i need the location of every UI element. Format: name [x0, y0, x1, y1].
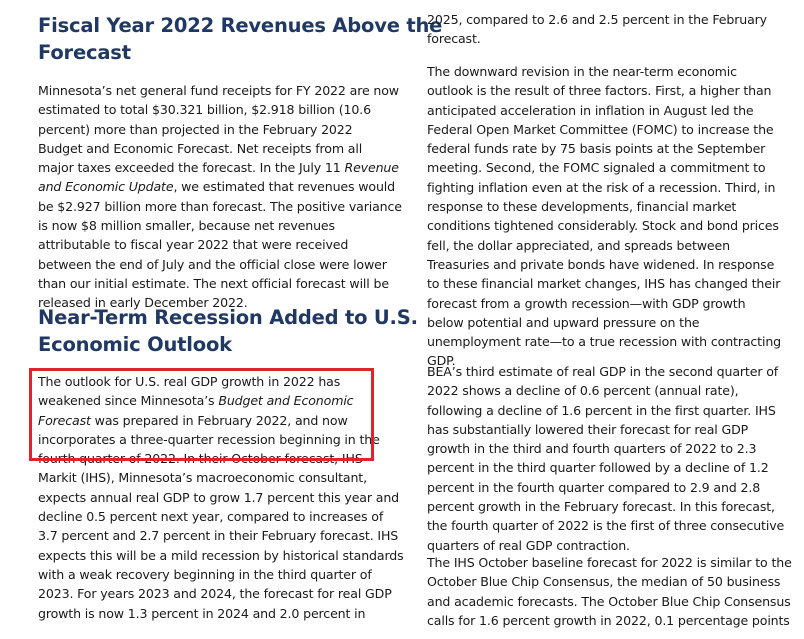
text-line: October Blue Chip Consensus, the median … [427, 574, 781, 590]
text-line: Markit (IHS), Minnesota’s macroeconomic … [38, 470, 367, 486]
text-line: estimated to total $30.321 billion, $2.9… [38, 102, 371, 118]
text-line: forecast. [427, 31, 481, 47]
text-line: Federal Open Market Committee (FOMC) to … [427, 121, 774, 137]
text-line: GDP. [427, 353, 456, 369]
heading-line: Forecast [38, 41, 131, 64]
text-line: following a decline of 1.6 percent in th… [427, 402, 776, 418]
text-line: Treasuries and private bonds have widene… [427, 256, 775, 272]
text-line: percent in the third quarter followed by… [427, 460, 769, 476]
text-line: expects annual real GDP to grow 1.7 perc… [38, 489, 399, 505]
text-line: calls for 1.6 percent growth in 2022, 0.… [427, 612, 790, 628]
text-line: and academic forecasts. The October Blue… [427, 593, 791, 609]
text-line: and Economic Update, we estimated that r… [38, 177, 402, 196]
text-line: growth in the third and fourth quarters … [427, 441, 757, 457]
italic-publication-title: and Economic Update [38, 179, 174, 195]
text-line: weakened since Minnesota’s Budget and Ec… [38, 391, 404, 410]
text-line: Forecast was prepared in February 2022, … [38, 411, 404, 430]
text-line: with a weak recovery beginning in the th… [38, 566, 372, 582]
text-segment: weakened since Minnesota’s [38, 393, 219, 409]
paragraph-blue-chip-consensus: The IHS October baseline forecast for 20… [427, 553, 792, 630]
text-line: the fourth quarter of 2022 is the first … [427, 518, 785, 534]
text-line: be $2.927 billion more than forecast. Th… [38, 198, 402, 214]
red-highlight-box [29, 368, 374, 461]
paragraph-downward-revision: The downward revision in the near-term e… [427, 62, 781, 371]
text-line: The outlook for U.S. real GDP growth in … [38, 374, 341, 389]
text-line: 2022 shows a decline of 0.6 percent (ann… [427, 383, 739, 399]
paragraph-bea-estimate: BEA’s third estimate of real GDP in the … [427, 362, 784, 555]
text-line: percent) more than projected in the Febr… [38, 121, 353, 137]
italic-publication-title: Forecast [38, 412, 91, 428]
text-line: 2025, compared to 2.6 and 2.5 percent in… [427, 12, 767, 27]
text-line: released in early December 2022. [38, 295, 248, 311]
text-line: federal funds rate by 75 basis points at… [427, 141, 766, 157]
text-line: attributable to fiscal year 2022 that we… [38, 237, 349, 253]
text-line: growth is now 1.3 percent in 2024 and 2.… [38, 605, 366, 621]
text-line: decline 0.5 percent next year, compared … [38, 509, 384, 525]
text-line: meeting. Second, the FOMC signaled a com… [427, 160, 766, 176]
text-line: incorporates a three-quarter recession b… [38, 431, 380, 447]
text-line: Minnesota’s net general fund receipts fo… [38, 83, 399, 98]
text-line: anticipated acceleration in inflation in… [427, 102, 754, 118]
text-line: than our initial estimate. The next offi… [38, 275, 389, 291]
text-line: The IHS October baseline forecast for 20… [427, 555, 792, 570]
text-line: fell, the dollar appreciated, and spread… [427, 237, 730, 253]
text-line: BEA’s third estimate of real GDP in the … [427, 364, 779, 379]
text-line: is now $8 million smaller, because net r… [38, 218, 335, 234]
heading-line: Fiscal Year 2022 Revenues Above the [38, 14, 443, 37]
text-line: expects this will be a mild recession by… [38, 547, 404, 563]
text-line: has substantially lowered their forecast… [427, 421, 749, 437]
text-line: to these financial market changes, IHS h… [427, 276, 781, 292]
heading-line: Economic Outlook [38, 333, 232, 356]
section-heading-near-term-recession: Near-Term Recession Added to U.S. Econom… [38, 304, 418, 358]
text-line: unemployment rate—to a true recession wi… [427, 334, 781, 350]
section-heading-fy2022-revenues: Fiscal Year 2022 Revenues Above the Fore… [38, 12, 442, 66]
text-line: below potential and upward pressure on t… [427, 314, 700, 330]
text-line: percent in the fourth quarter compared t… [427, 479, 761, 495]
text-line: forecast from a growth recession—with GD… [427, 295, 746, 311]
italic-publication-title: Revenue [344, 160, 399, 176]
italic-publication-title: Budget and Economic [218, 393, 354, 409]
text-line: response to these developments, financia… [427, 199, 737, 215]
text-line: major taxes exceeded the forecast. In th… [38, 158, 402, 177]
text-line: conditions tightened considerably. Stock… [427, 218, 779, 234]
text-line: fighting inflation even at the risk of a… [427, 179, 776, 195]
text-line: quarters of real GDP contraction. [427, 537, 630, 553]
text-segment: major taxes exceeded the forecast. In th… [38, 160, 345, 176]
text-segment: , we estimated that revenues would [173, 179, 395, 195]
text-segment: was prepared in February 2022, and now [90, 412, 348, 428]
text-line: outlook is the result of three factors. … [427, 83, 772, 99]
paragraph-fy2022-revenues: Minnesota’s net general fund receipts fo… [38, 81, 402, 313]
text-line: The downward revision in the near-term e… [427, 64, 737, 79]
text-line: 2023. For years 2023 and 2024, the forec… [38, 586, 392, 602]
paragraph-us-gdp-outlook: The outlook for U.S. real GDP growth in … [38, 372, 404, 623]
text-line: percent growth in the February forecast.… [427, 499, 775, 515]
text-line: Budget and Economic Forecast. Net receip… [38, 140, 363, 156]
heading-line: Near-Term Recession Added to U.S. [38, 306, 418, 329]
paragraph-continuation: 2025, compared to 2.6 and 2.5 percent in… [427, 10, 767, 49]
text-line: between the end of July and the official… [38, 256, 387, 272]
text-line: 3.7 percent and 2.7 percent in their Feb… [38, 528, 399, 544]
